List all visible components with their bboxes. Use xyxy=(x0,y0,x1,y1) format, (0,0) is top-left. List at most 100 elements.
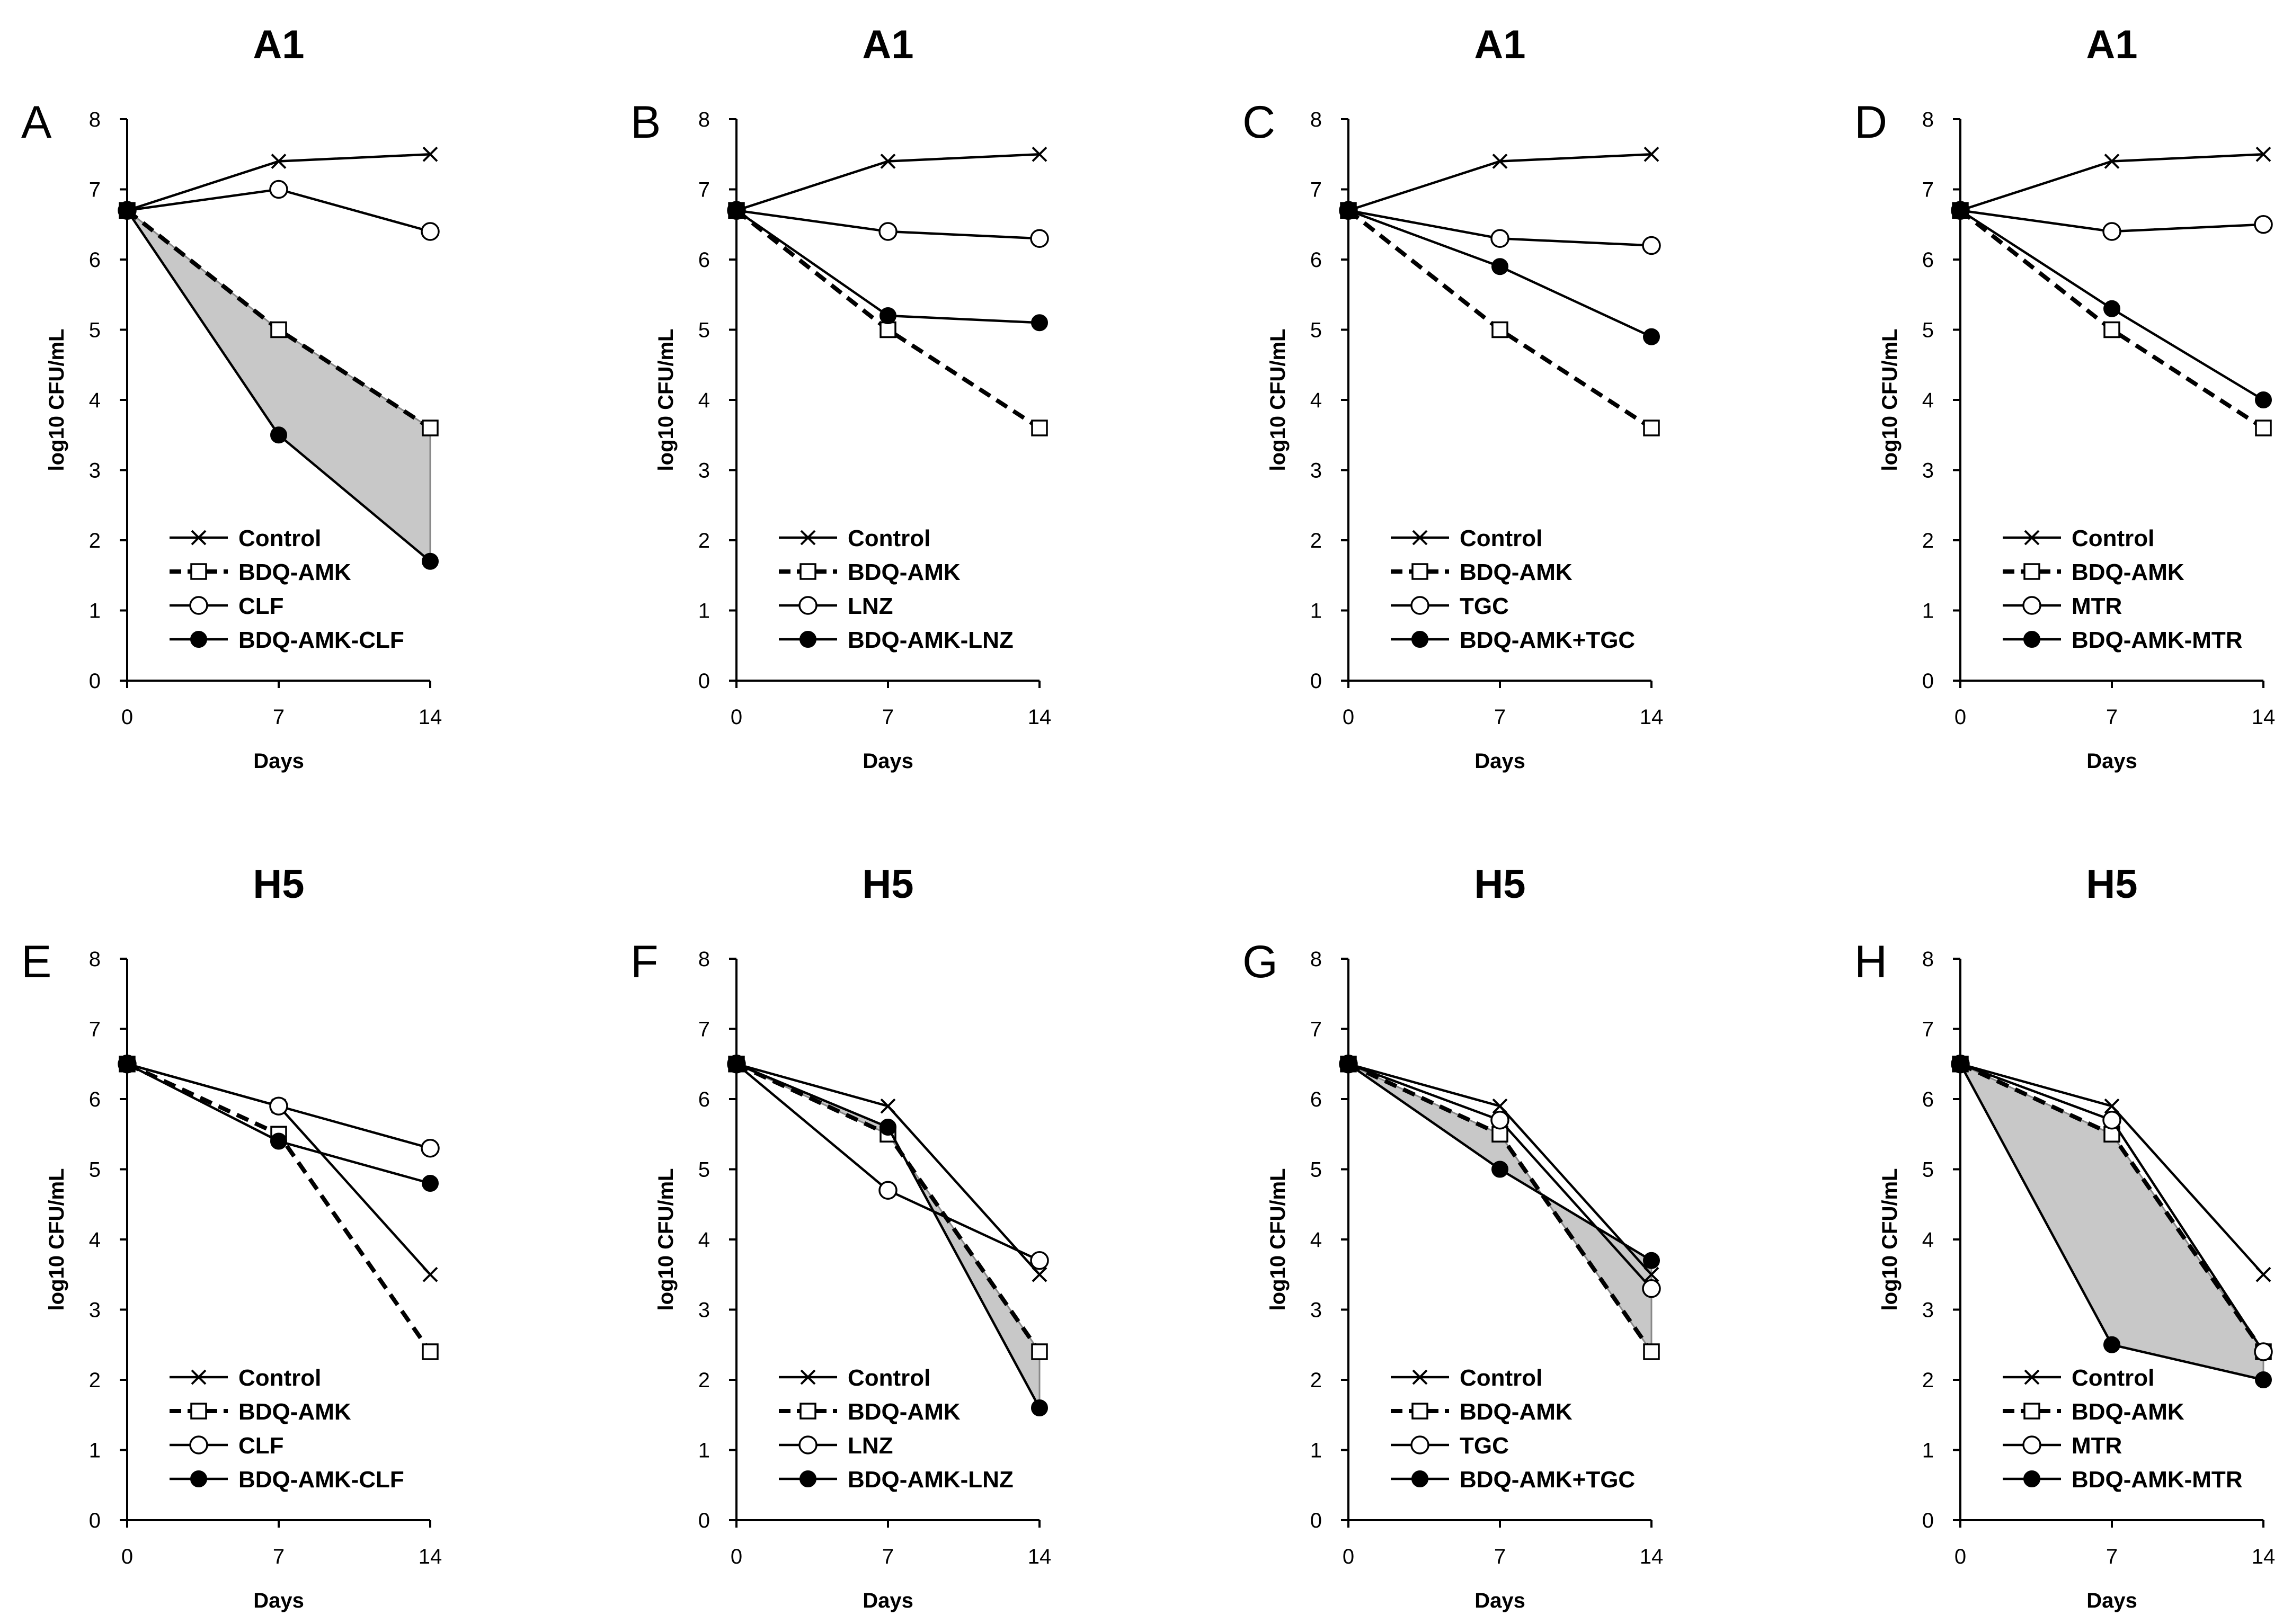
data-point xyxy=(1031,314,1048,332)
data-point xyxy=(1644,146,1659,162)
legend: Control BDQ-AMK MTR BDQ-AMK-MTR xyxy=(2003,1365,2243,1493)
legend-entry: BDQ-AMK xyxy=(1460,559,1573,585)
series-tgc xyxy=(1339,201,1661,255)
y-axis-label: log10 CFU/mL xyxy=(1266,1168,1290,1311)
x-tick-label: 0 xyxy=(731,706,742,729)
y-tick-label: 5 xyxy=(89,1158,101,1182)
legend-marker xyxy=(799,563,816,580)
legend-marker xyxy=(1410,596,1429,615)
y-tick-label: 6 xyxy=(89,248,101,272)
x-tick-label: 7 xyxy=(882,1545,894,1568)
data-point xyxy=(422,1266,438,1282)
panel-title: A1 xyxy=(1474,22,1525,67)
y-tick-label: 4 xyxy=(1922,1228,1934,1252)
data-point xyxy=(2255,1266,2271,1282)
x-tick-label: 0 xyxy=(731,1545,742,1568)
data-point xyxy=(880,1098,896,1114)
y-tick-label: 7 xyxy=(1922,1018,1934,1041)
legend-marker xyxy=(189,1435,208,1455)
legend-entry: Control xyxy=(848,1365,930,1391)
panel-h: H5 H 0 1 2 3 4 5 6 7 8 0 7 14 Days log10 CFU/mL Control B… xyxy=(1854,862,2275,1612)
data-point xyxy=(1491,321,1508,338)
y-tick-label: 0 xyxy=(89,670,101,693)
legend-marker xyxy=(1412,1369,1428,1385)
legend-entry: Control xyxy=(2072,525,2154,551)
legend-marker xyxy=(2023,1403,2040,1420)
data-point xyxy=(2254,1342,2273,1361)
panel-letter: D xyxy=(1854,97,1887,148)
legend-marker xyxy=(191,1369,207,1385)
panel-title: H5 xyxy=(2086,862,2137,907)
legend-entry: BDQ-AMK-MTR xyxy=(2072,1467,2243,1493)
x-axis-label: Days xyxy=(253,749,304,773)
data-point xyxy=(269,1096,288,1116)
legend-marker xyxy=(800,530,816,546)
x-axis-label: Days xyxy=(1474,749,1525,773)
data-point xyxy=(1644,1266,1659,1282)
legend-entry: MTR xyxy=(2072,593,2122,619)
panel-letter: G xyxy=(1242,936,1278,987)
y-tick-label: 3 xyxy=(698,459,710,483)
y-tick-label: 6 xyxy=(1310,248,1322,272)
series-line xyxy=(1959,209,2265,430)
series-control xyxy=(119,1056,438,1282)
data-point xyxy=(1642,1279,1661,1298)
x-tick-label: 7 xyxy=(882,706,894,729)
y-tick-label: 1 xyxy=(698,1439,710,1462)
series-bdq-amk-mtr xyxy=(1952,202,2272,408)
data-point xyxy=(2103,300,2120,317)
y-tick-label: 8 xyxy=(698,948,710,971)
legend-entry: BDQ-AMK xyxy=(238,1399,351,1425)
legend-marker xyxy=(190,1470,207,1487)
data-point xyxy=(270,1132,287,1150)
y-tick-label: 8 xyxy=(1310,108,1322,131)
y-tick-label: 7 xyxy=(698,1018,710,1041)
series-clf xyxy=(118,180,440,241)
y-tick-label: 6 xyxy=(1922,1088,1934,1111)
data-point xyxy=(880,1119,896,1136)
legend-marker xyxy=(190,563,207,580)
panel-e: H5 E 0 1 2 3 4 5 6 7 8 0 7 14 Days log10 CFU/mL Control B… xyxy=(21,862,442,1612)
y-tick-label: 5 xyxy=(1310,319,1322,342)
legend-entry: BDQ-AMK xyxy=(1460,1399,1573,1425)
y-tick-label: 1 xyxy=(698,600,710,623)
data-point xyxy=(1031,1399,1048,1416)
x-tick-label: 7 xyxy=(273,706,285,729)
y-tick-label: 2 xyxy=(1310,529,1322,552)
legend-entry: BDQ-AMK-CLF xyxy=(238,627,404,653)
series-control xyxy=(729,1056,1047,1282)
y-tick-label: 6 xyxy=(1922,248,1934,272)
series-line xyxy=(736,1063,1041,1275)
legend-marker xyxy=(1410,1435,1429,1455)
data-point xyxy=(421,1139,440,1158)
legend-entry: LNZ xyxy=(848,593,893,619)
legend-marker xyxy=(2023,1470,2040,1487)
data-point xyxy=(422,420,439,436)
legend: Control BDQ-AMK MTR BDQ-AMK-MTR xyxy=(2003,525,2243,653)
legend-entry: TGC xyxy=(1460,593,1509,619)
legend: Control BDQ-AMK TGC BDQ-AMK+TGC xyxy=(1391,1365,1635,1493)
legend-entry: BDQ-AMK-CLF xyxy=(238,1467,404,1493)
data-point xyxy=(119,1055,136,1073)
legend-marker xyxy=(1411,563,1428,580)
y-tick-label: 0 xyxy=(1922,670,1934,693)
x-tick-label: 14 xyxy=(1028,1545,1052,1568)
x-tick-label: 0 xyxy=(1343,1545,1354,1568)
series-bdq-amk-clf xyxy=(119,202,439,570)
series-control xyxy=(1340,146,1659,218)
y-tick-label: 3 xyxy=(1922,1299,1934,1322)
y-tick-label: 0 xyxy=(698,1509,710,1532)
data-point xyxy=(2255,391,2272,408)
series-line xyxy=(736,1063,1041,1409)
data-point xyxy=(1642,236,1661,255)
y-axis-label: log10 CFU/mL xyxy=(1266,329,1290,471)
data-point xyxy=(2103,1336,2120,1353)
x-tick-label: 0 xyxy=(121,1545,133,1568)
legend-marker xyxy=(799,1403,816,1420)
data-point xyxy=(1490,229,1509,248)
y-tick-label: 2 xyxy=(89,1369,101,1392)
series-lnz xyxy=(727,1055,1049,1270)
y-tick-label: 0 xyxy=(698,670,710,693)
y-tick-label: 4 xyxy=(89,1228,101,1252)
legend-entry: CLF xyxy=(238,593,284,619)
